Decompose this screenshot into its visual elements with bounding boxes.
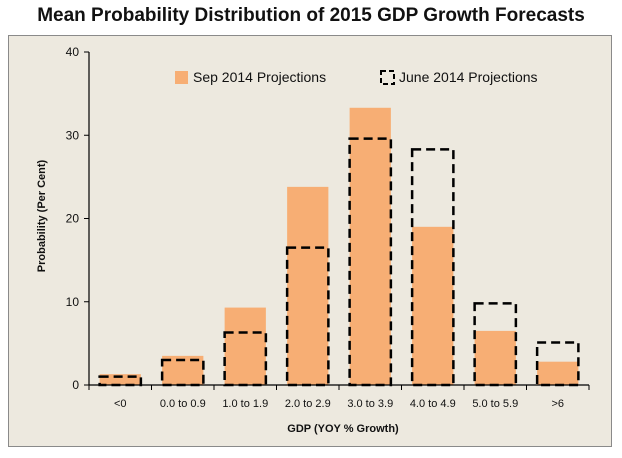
x-tick-label: 1.0 to 1.9 <box>222 398 268 410</box>
legend-label-sep: Sep 2014 Projections <box>193 69 326 85</box>
y-axis-label: Probability (Per Cent) <box>36 159 48 272</box>
x-tick-label: 4.0 to 4.9 <box>410 398 456 410</box>
legend-label-june: June 2014 Projections <box>399 69 538 85</box>
x-tick-label: 3.0 to 3.9 <box>347 398 393 410</box>
chart-area: 0 10 20 30 40 <0 0.0 to 0.9 1.0 to 1.9 2.0 to 2.… <box>8 35 612 447</box>
bar-sep-2 <box>224 307 266 385</box>
bar-sep-0 <box>99 374 141 385</box>
chart-svg: 0 10 20 30 40 <0 0.0 to 0.9 1.0 to 1.9 2.0 to 2.… <box>36 45 590 435</box>
bar-sep-3 <box>287 186 329 385</box>
bar-sep-5 <box>412 226 454 385</box>
x-tick-label: 0.0 to 0.9 <box>160 398 206 410</box>
x-tick-label: >6 <box>551 398 564 410</box>
chart-title: Mean Probability Distribution of 2015 GD… <box>37 5 585 26</box>
x-tick-label: 2.0 to 2.9 <box>285 398 331 410</box>
x-tick-label: 5.0 to 5.9 <box>472 398 518 410</box>
y-tick-label: 30 <box>66 128 80 142</box>
bar-sep-6 <box>474 330 516 385</box>
y-tick-label: 10 <box>66 295 80 309</box>
bar-sep-7 <box>537 361 579 385</box>
y-tick-label: 40 <box>66 45 80 59</box>
x-axis-label: GDP (YOY % Growth) <box>287 423 399 435</box>
y-tick-label: 20 <box>66 212 80 226</box>
x-tick-label: <0 <box>114 398 127 410</box>
bar-sep-4 <box>349 107 391 385</box>
y-tick-label: 0 <box>72 378 79 392</box>
legend-swatch-sep <box>175 71 188 84</box>
legend-swatch-june <box>380 70 395 85</box>
